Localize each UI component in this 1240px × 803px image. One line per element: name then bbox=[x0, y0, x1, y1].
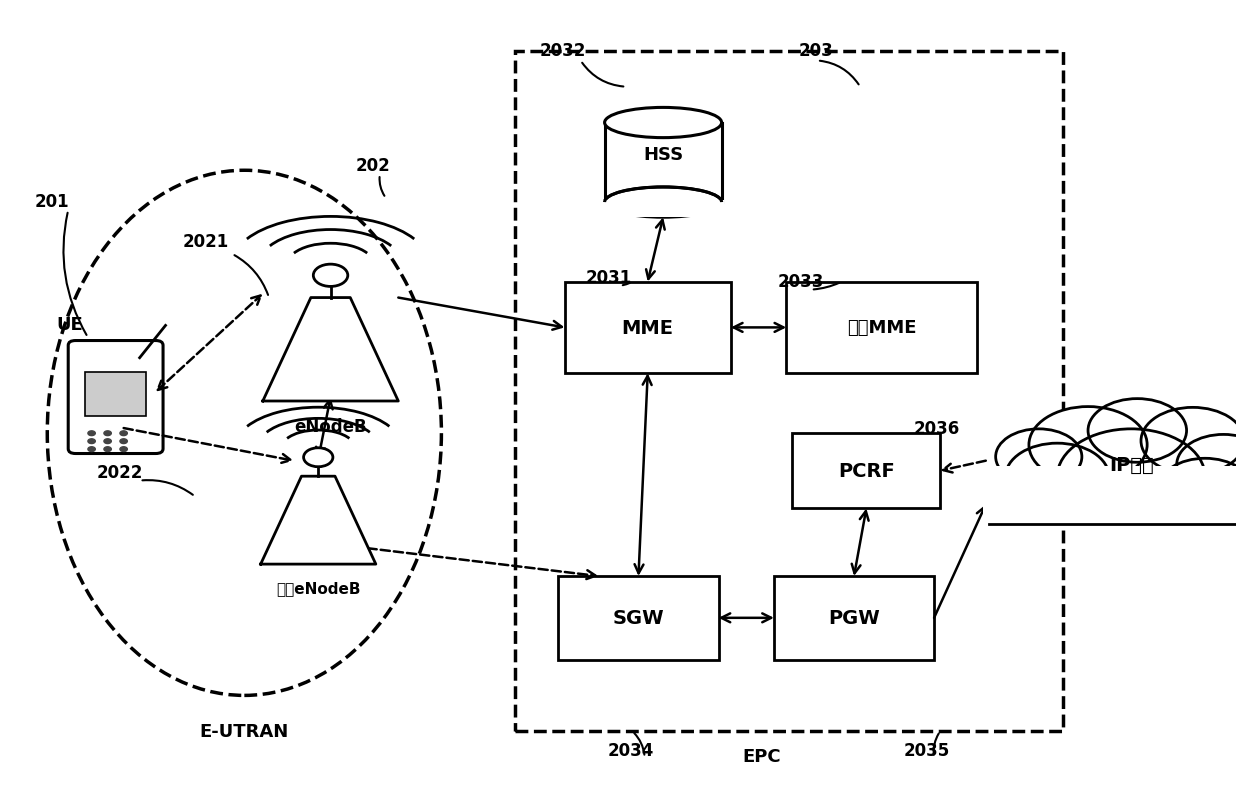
FancyBboxPatch shape bbox=[605, 124, 722, 203]
Circle shape bbox=[1141, 408, 1240, 475]
Text: MME: MME bbox=[621, 319, 673, 337]
Polygon shape bbox=[263, 298, 398, 402]
Text: 2035: 2035 bbox=[903, 741, 950, 759]
Circle shape bbox=[88, 447, 95, 452]
Polygon shape bbox=[260, 477, 376, 565]
FancyBboxPatch shape bbox=[558, 577, 718, 660]
Circle shape bbox=[88, 439, 95, 444]
Circle shape bbox=[304, 448, 332, 467]
FancyBboxPatch shape bbox=[774, 577, 934, 660]
Text: PGW: PGW bbox=[828, 609, 880, 627]
Circle shape bbox=[1087, 399, 1187, 463]
Text: E-UTRAN: E-UTRAN bbox=[200, 723, 289, 740]
Text: 2031: 2031 bbox=[585, 268, 631, 287]
Circle shape bbox=[1058, 430, 1205, 524]
Text: 2033: 2033 bbox=[777, 272, 825, 290]
FancyBboxPatch shape bbox=[792, 434, 940, 509]
Text: 其它eNodeB: 其它eNodeB bbox=[277, 581, 361, 595]
Text: 204: 204 bbox=[1112, 403, 1147, 422]
Circle shape bbox=[104, 431, 112, 436]
FancyBboxPatch shape bbox=[564, 283, 730, 373]
Circle shape bbox=[1158, 459, 1240, 519]
Circle shape bbox=[104, 439, 112, 444]
Circle shape bbox=[120, 447, 128, 452]
Text: SGW: SGW bbox=[613, 609, 665, 627]
Text: EPC: EPC bbox=[743, 747, 781, 765]
Circle shape bbox=[1006, 443, 1109, 511]
Circle shape bbox=[104, 447, 112, 452]
Text: UE: UE bbox=[56, 316, 83, 334]
Text: 2022: 2022 bbox=[97, 463, 143, 481]
Text: 201: 201 bbox=[35, 193, 69, 211]
Ellipse shape bbox=[605, 108, 722, 138]
Circle shape bbox=[996, 430, 1081, 485]
Text: 2034: 2034 bbox=[608, 741, 653, 759]
FancyBboxPatch shape bbox=[983, 467, 1240, 526]
FancyBboxPatch shape bbox=[516, 52, 1064, 732]
Circle shape bbox=[314, 265, 347, 287]
Circle shape bbox=[1177, 435, 1240, 495]
FancyBboxPatch shape bbox=[86, 373, 146, 416]
Text: 203: 203 bbox=[799, 42, 833, 59]
Text: 2032: 2032 bbox=[539, 42, 587, 59]
Circle shape bbox=[120, 439, 128, 444]
Text: IP业务: IP业务 bbox=[1109, 455, 1153, 475]
FancyBboxPatch shape bbox=[68, 341, 162, 454]
Ellipse shape bbox=[605, 188, 722, 218]
Text: 其它MME: 其它MME bbox=[847, 319, 916, 337]
Text: PCRF: PCRF bbox=[838, 462, 895, 480]
Text: 2021: 2021 bbox=[182, 233, 229, 251]
FancyBboxPatch shape bbox=[603, 202, 724, 218]
Circle shape bbox=[120, 431, 128, 436]
Circle shape bbox=[1029, 407, 1147, 483]
Text: HSS: HSS bbox=[644, 146, 683, 164]
Circle shape bbox=[88, 431, 95, 436]
Text: 202: 202 bbox=[355, 157, 389, 175]
FancyBboxPatch shape bbox=[786, 283, 977, 373]
Text: eNodeB: eNodeB bbox=[294, 418, 367, 435]
Text: 2036: 2036 bbox=[913, 419, 960, 438]
